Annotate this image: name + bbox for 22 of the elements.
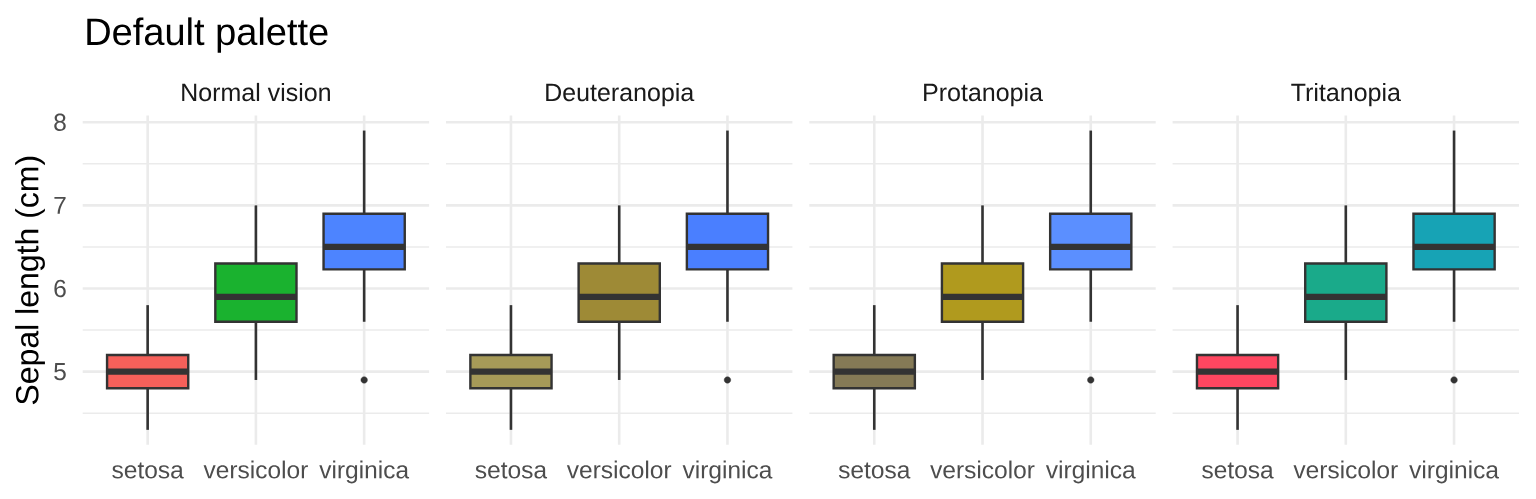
x-tick-label: virginica <box>682 460 773 484</box>
chart-title: Default palette <box>87 17 328 53</box>
x-tick-label: versicolor <box>930 460 1035 479</box>
x-tick-label: versicolor <box>1293 460 1398 479</box>
chart-subtitle: Tritanopia <box>1291 82 1401 107</box>
y-axis-title: Sepal length (cm) <box>15 156 45 405</box>
x-tick-label: versicolor <box>203 460 308 479</box>
chart-subtitle: Normal vision <box>182 82 330 102</box>
y-tick-label: 5 <box>54 363 66 381</box>
x-tick-label: versicolor <box>566 460 672 479</box>
x-tick-label: virginica <box>1409 460 1499 484</box>
x-tick-label: setosa <box>838 462 911 479</box>
chart-subtitle: Deuteranopia <box>546 82 695 107</box>
x-tick-label: setosa <box>475 462 548 479</box>
x-tick-label: setosa <box>1202 462 1274 479</box>
x-tick-label: virginica <box>319 460 410 484</box>
chart-subtitle: Protanopia <box>924 82 1043 107</box>
x-tick-label: virginica <box>1045 460 1136 484</box>
y-tick-label: 7 <box>54 196 66 214</box>
y-tick-label: 6 <box>54 279 66 298</box>
x-tick-label: setosa <box>112 462 184 479</box>
y-tick-label: 8 <box>54 113 66 131</box>
